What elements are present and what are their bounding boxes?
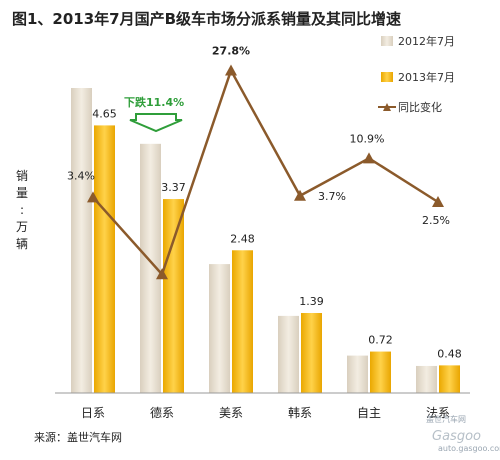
bar-value-label-1: 3.37	[161, 181, 186, 194]
bar-2012-3	[278, 315, 299, 393]
source-note: 来源：盖世汽车网	[34, 430, 122, 444]
change-label-2: 27.8%	[212, 44, 250, 57]
category-label-5: 法系	[426, 406, 450, 420]
bar-2013-1	[163, 199, 184, 393]
bar-2012-4	[347, 355, 368, 393]
decline-annotation-text: 下跌11.4%	[124, 95, 184, 109]
category-label-0: 日系	[81, 406, 105, 420]
change-label-0: 3.4%	[67, 169, 95, 182]
watermark-brand: Gasgoo	[432, 429, 481, 444]
watermark-url: auto.gasgoo.com	[438, 444, 500, 453]
watermark-top-text: 盖世汽车网	[426, 414, 466, 424]
bar-2012-1	[140, 143, 161, 393]
bar-value-label-3: 1.39	[299, 295, 324, 308]
bar-value-label-0: 4.65	[92, 107, 117, 120]
bar-2013-0	[94, 125, 115, 393]
y-axis-label-char-0: 销	[16, 169, 28, 183]
watermark-logo: 盖世汽车网 Gasgoo auto.gasgoo.com	[426, 414, 500, 453]
line-layer	[87, 64, 444, 280]
change-line	[92, 67, 439, 277]
change-marker-3	[294, 189, 306, 201]
change-label-5: 2.5%	[422, 214, 450, 227]
category-label-1: 德系	[150, 405, 174, 420]
y-axis-label-char-3: 万	[16, 220, 28, 234]
bar-2013-5	[439, 365, 460, 393]
change-marker-4	[363, 152, 375, 164]
y-axis-label-char-2: :	[20, 203, 24, 217]
legend-swatch-2012	[381, 36, 393, 46]
y-axis-label-char-4: 辆	[16, 237, 28, 251]
bar-2013-3	[301, 313, 322, 393]
y-axis-label: 销量: 万辆	[16, 169, 28, 251]
change-marker-1	[156, 268, 168, 280]
bars-layer	[71, 88, 460, 393]
chart-title: 图1、2013年7月国产B级车市场分派系销量及其同比增速	[12, 10, 401, 28]
bar-2012-0	[71, 88, 92, 393]
category-label-4: 自主	[357, 406, 381, 420]
bar-value-label-4: 0.72	[368, 334, 393, 347]
change-marker-5	[432, 196, 444, 207]
legend-swatch-2013	[381, 72, 393, 82]
category-label-2: 美系	[219, 406, 243, 420]
legend-label-change: 同比变化	[398, 100, 442, 114]
bar-2012-2	[209, 264, 230, 393]
change-marker-0	[87, 191, 99, 203]
change-label-3: 3.7%	[318, 190, 346, 203]
bar-2013-2	[232, 250, 253, 393]
bar-value-label-5: 0.48	[437, 347, 462, 360]
y-axis-label-char-1: 量	[16, 186, 28, 200]
decline-annotation: 下跌11.4%	[124, 95, 184, 133]
labels-layer: 4.65 日系 3.37 德系 2.48 美系 1.39 韩系 0.72 自主 0.48 法系 3.4%…	[67, 44, 462, 420]
change-label-4: 10.9%	[350, 132, 385, 145]
legend: 2012年7月 2013年7月 同比变化	[378, 34, 455, 114]
bar-value-label-2: 2.48	[230, 232, 255, 245]
legend-label-2013: 2013年7月	[398, 70, 455, 84]
bar-2013-4	[370, 351, 391, 393]
legend-label-2012: 2012年7月	[398, 34, 455, 48]
change-marker-2	[225, 64, 237, 76]
down-arrow-icon	[129, 113, 183, 133]
category-label-3: 韩系	[288, 405, 312, 420]
legend-marker-change	[383, 103, 391, 111]
bar-2012-5	[416, 365, 437, 393]
